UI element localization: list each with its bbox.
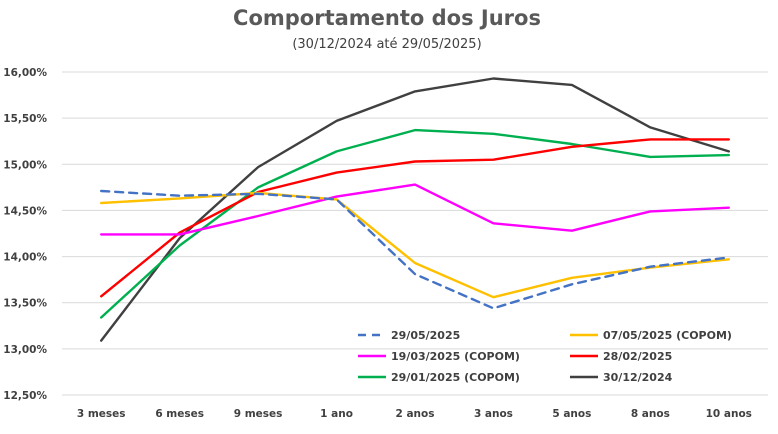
chart-subtitle: (30/12/2024 até 29/05/2025) <box>292 37 481 52</box>
legend-label: 29/05/2025 <box>391 329 460 342</box>
series-line <box>99 189 730 310</box>
series-line <box>99 191 730 299</box>
x-tick-label: 5 anos <box>552 408 591 420</box>
series-lines <box>99 77 730 342</box>
legend: 29/05/2025 07/05/2025 (COPOM) 19/03/2025 (… <box>358 329 732 384</box>
y-tick-label: 14,00% <box>3 252 47 264</box>
legend-label: 29/01/2025 (COPOM) <box>391 371 520 384</box>
x-tick-label: 2 anos <box>396 408 435 420</box>
y-tick-label: 13,50% <box>3 298 47 310</box>
y-tick-label: 15,00% <box>3 159 47 171</box>
legend-label: 19/03/2025 (COPOM) <box>391 350 520 363</box>
x-tick-label: 1 ano <box>320 408 353 420</box>
x-axis-ticks: 3 meses 6 meses 9 meses 1 ano 2 anos 3 anos 5 … <box>77 408 752 420</box>
y-axis-ticks: 12,50% 13,00% 13,50% 14,00% 14,50% 15,00% 15,5… <box>3 67 47 402</box>
x-tick-label: 9 meses <box>234 408 283 420</box>
gridlines <box>62 71 768 396</box>
series-line <box>99 183 730 236</box>
y-tick-label: 15,50% <box>3 113 47 125</box>
x-tick-label: 3 anos <box>474 408 513 420</box>
chart-title: Comportamento dos Juros <box>233 6 541 30</box>
x-tick-label: 6 meses <box>155 408 204 420</box>
series-line <box>99 77 730 342</box>
y-tick-label: 16,00% <box>3 67 47 79</box>
legend-label: 30/12/2024 <box>603 371 673 384</box>
series-line <box>99 128 730 319</box>
legend-label: 28/02/2025 <box>603 350 672 363</box>
y-tick-label: 12,50% <box>3 390 47 402</box>
x-tick-label: 3 meses <box>77 408 126 420</box>
x-tick-label: 10 anos <box>706 408 752 420</box>
series-line <box>99 138 730 298</box>
legend-label: 07/05/2025 (COPOM) <box>603 329 732 342</box>
x-tick-label: 8 anos <box>631 408 670 420</box>
y-tick-label: 13,00% <box>3 344 47 356</box>
y-tick-label: 14,50% <box>3 205 47 217</box>
